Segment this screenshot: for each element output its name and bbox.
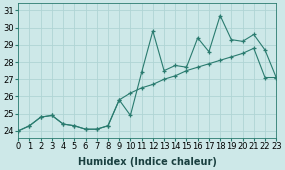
X-axis label: Humidex (Indice chaleur): Humidex (Indice chaleur) — [78, 157, 217, 167]
